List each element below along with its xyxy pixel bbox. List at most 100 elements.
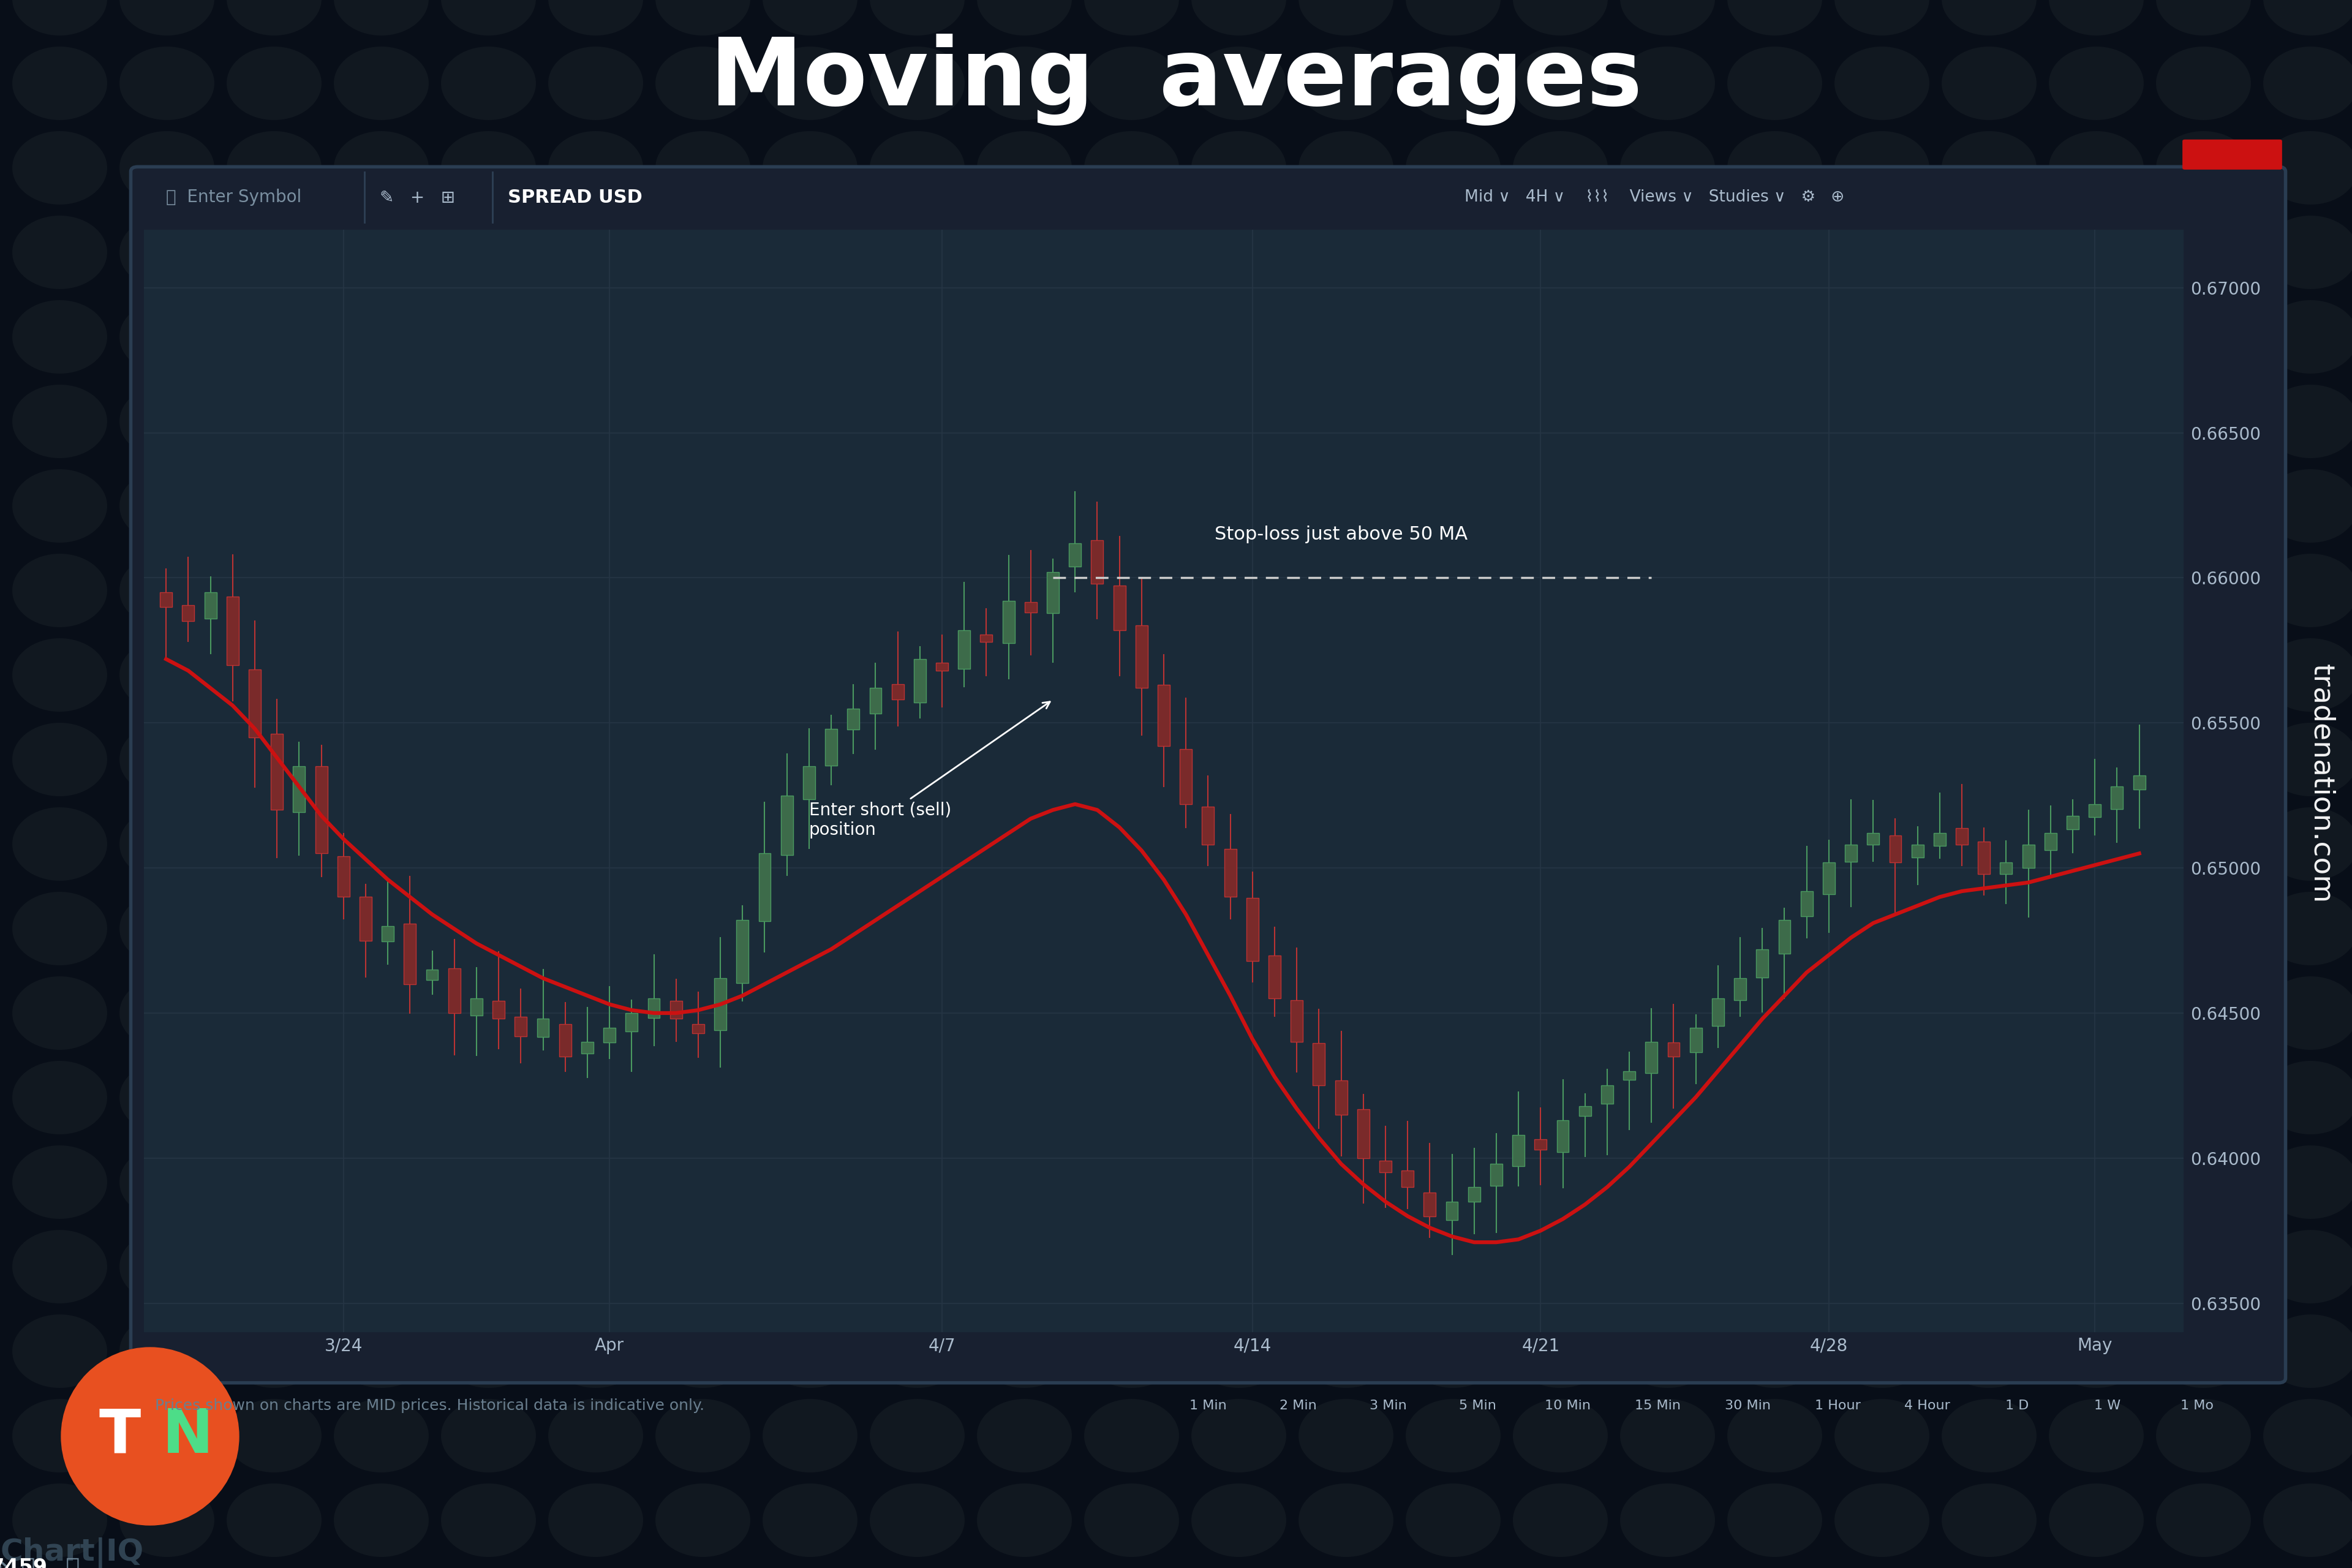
Ellipse shape — [1298, 1062, 1392, 1134]
Ellipse shape — [2049, 808, 2143, 881]
Ellipse shape — [1835, 1399, 1929, 1472]
Ellipse shape — [1835, 892, 1929, 966]
Ellipse shape — [120, 299, 214, 373]
Ellipse shape — [1621, 1483, 1715, 1557]
Ellipse shape — [12, 469, 108, 543]
Ellipse shape — [12, 808, 108, 881]
Ellipse shape — [1726, 469, 1823, 543]
Ellipse shape — [1298, 808, 1392, 881]
Ellipse shape — [976, 723, 1073, 797]
Ellipse shape — [1943, 0, 2037, 36]
Bar — [781, 795, 793, 855]
Ellipse shape — [1298, 215, 1392, 289]
Text: −    +    ⛶    🔍: − + ⛶ 🔍 — [0, 1557, 80, 1568]
Ellipse shape — [2049, 299, 2143, 373]
Ellipse shape — [1298, 47, 1392, 121]
Ellipse shape — [1084, 808, 1178, 881]
Bar — [294, 767, 306, 812]
Ellipse shape — [1406, 977, 1501, 1051]
Ellipse shape — [870, 1229, 964, 1303]
Ellipse shape — [1943, 469, 2037, 543]
Ellipse shape — [226, 132, 322, 204]
Ellipse shape — [1835, 132, 1929, 204]
Ellipse shape — [1084, 638, 1178, 712]
Ellipse shape — [1192, 723, 1287, 797]
Ellipse shape — [1406, 892, 1501, 966]
Ellipse shape — [12, 1229, 108, 1303]
Ellipse shape — [656, 554, 750, 627]
Bar — [2023, 845, 2034, 867]
Ellipse shape — [226, 1062, 322, 1134]
Ellipse shape — [1621, 977, 1715, 1051]
Ellipse shape — [2263, 554, 2352, 627]
Ellipse shape — [1298, 554, 1392, 627]
Bar — [1823, 862, 1835, 894]
Ellipse shape — [1084, 1145, 1178, 1218]
Ellipse shape — [1406, 469, 1501, 543]
Ellipse shape — [334, 1062, 428, 1134]
Ellipse shape — [548, 0, 642, 36]
Ellipse shape — [226, 892, 322, 966]
Ellipse shape — [976, 215, 1073, 289]
Text: 15 Min: 15 Min — [1635, 1400, 1682, 1411]
Text: 4 Hour: 4 Hour — [1905, 1400, 1950, 1411]
Ellipse shape — [976, 0, 1073, 36]
Bar — [1068, 543, 1082, 566]
Ellipse shape — [976, 1062, 1073, 1134]
Bar — [802, 767, 816, 800]
Bar — [1291, 1000, 1303, 1043]
Bar — [1689, 1027, 1703, 1052]
Bar — [2044, 833, 2056, 850]
Ellipse shape — [870, 1483, 964, 1557]
Ellipse shape — [2157, 892, 2251, 966]
Bar — [1778, 920, 1790, 953]
Ellipse shape — [870, 47, 964, 121]
Ellipse shape — [976, 1483, 1073, 1557]
Ellipse shape — [2157, 469, 2251, 543]
Ellipse shape — [1943, 638, 2037, 712]
Ellipse shape — [870, 554, 964, 627]
Ellipse shape — [762, 723, 858, 797]
Ellipse shape — [442, 808, 536, 881]
Ellipse shape — [548, 723, 642, 797]
Ellipse shape — [762, 554, 858, 627]
Ellipse shape — [1621, 723, 1715, 797]
Ellipse shape — [656, 723, 750, 797]
Ellipse shape — [1943, 1399, 2037, 1472]
Bar — [270, 734, 282, 811]
Bar — [1957, 828, 1969, 845]
Ellipse shape — [1621, 1229, 1715, 1303]
Ellipse shape — [120, 808, 214, 881]
Ellipse shape — [656, 215, 750, 289]
Bar — [1136, 626, 1148, 688]
Ellipse shape — [120, 1399, 214, 1472]
Bar — [1578, 1105, 1590, 1116]
Ellipse shape — [1943, 132, 2037, 204]
Bar — [670, 1000, 682, 1019]
Ellipse shape — [656, 47, 750, 121]
Ellipse shape — [2157, 723, 2251, 797]
Ellipse shape — [120, 1062, 214, 1134]
Ellipse shape — [976, 299, 1073, 373]
Ellipse shape — [226, 1229, 322, 1303]
Bar — [647, 999, 661, 1018]
Ellipse shape — [1726, 808, 1823, 881]
Bar — [1025, 602, 1037, 613]
Bar — [1357, 1110, 1369, 1159]
Ellipse shape — [656, 132, 750, 204]
Ellipse shape — [2049, 554, 2143, 627]
Ellipse shape — [1512, 808, 1609, 881]
Ellipse shape — [226, 215, 322, 289]
Ellipse shape — [2157, 554, 2251, 627]
Ellipse shape — [762, 808, 858, 881]
Bar — [1802, 891, 1813, 917]
Ellipse shape — [1192, 47, 1287, 121]
Ellipse shape — [1726, 384, 1823, 458]
Ellipse shape — [762, 1483, 858, 1557]
Ellipse shape — [1192, 1314, 1287, 1388]
Ellipse shape — [976, 554, 1073, 627]
Ellipse shape — [548, 384, 642, 458]
Ellipse shape — [548, 892, 642, 966]
Ellipse shape — [656, 1314, 750, 1388]
Ellipse shape — [1406, 0, 1501, 36]
